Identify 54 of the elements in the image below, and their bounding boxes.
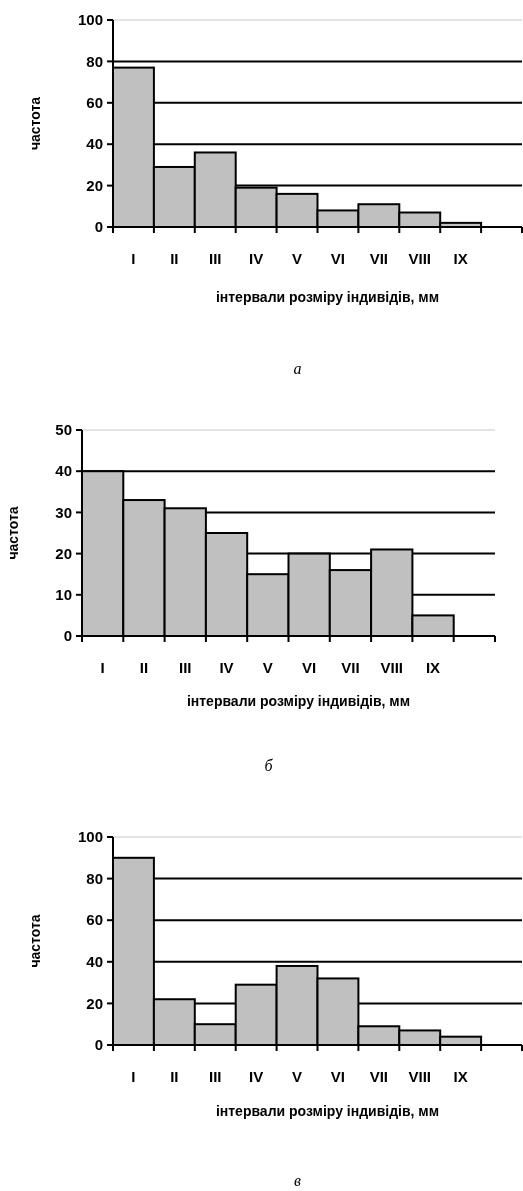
x-tick-label: I — [131, 250, 136, 267]
y-tick-label: 20 — [86, 994, 103, 1012]
x-tick-label: III — [208, 250, 222, 267]
y-tick-label: 0 — [94, 1036, 103, 1054]
x-axis-title: інтервали розміру індивідів, мм — [186, 693, 411, 709]
y-tick-label: 20 — [86, 176, 103, 194]
y-tick-label: 60 — [86, 911, 103, 929]
y-tick-label: 0 — [63, 627, 72, 645]
y-tick-label: 0 — [94, 218, 103, 236]
x-tick-label: VI — [302, 659, 317, 676]
x-tick-label: I — [100, 659, 105, 676]
x-tick-label: VIII — [380, 659, 404, 676]
y-axis-title: частота — [5, 506, 21, 560]
x-tick-label: IV — [249, 1068, 264, 1085]
y-tick-label: 60 — [86, 94, 103, 112]
x-tick-label: V — [292, 250, 303, 267]
y-tick-label: 80 — [86, 869, 103, 887]
y-tick-label: 30 — [55, 503, 72, 521]
x-tick-label: II — [170, 250, 179, 267]
y-tick-label: 50 — [55, 421, 72, 439]
x-tick-label: VI — [330, 250, 346, 267]
x-tick-label: IX — [425, 659, 441, 676]
y-tick-label: 40 — [86, 135, 103, 153]
x-tick-label: VII — [369, 250, 389, 267]
y-tick-label: 40 — [86, 953, 103, 971]
x-tick-label: VI — [330, 1068, 346, 1085]
x-tick-label: VII — [341, 659, 360, 676]
x-tick-label: IV — [219, 659, 234, 676]
y-tick-label: 10 — [55, 586, 72, 604]
x-tick-label: II — [139, 659, 149, 676]
x-tick-label: I — [131, 1068, 136, 1085]
x-tick-label: VIII — [408, 250, 432, 267]
x-tick-label: II — [170, 1068, 179, 1085]
x-tick-label: VIII — [408, 1068, 432, 1085]
text: б — [264, 757, 274, 774]
y-tick-label: 100 — [77, 11, 103, 29]
y-tick-label: 20 — [55, 544, 72, 562]
x-tick-label: III — [208, 1068, 222, 1085]
x-tick-label: III — [178, 659, 192, 676]
x-tick-label: IX — [453, 250, 468, 267]
y-axis-title: частота — [27, 96, 43, 151]
x-tick-label: V — [262, 659, 273, 676]
x-axis-title: інтервали розміру індивідів, мм — [215, 1103, 440, 1119]
x-tick-label: VII — [369, 1068, 389, 1085]
x-tick-label: IX — [453, 1068, 468, 1085]
y-tick-label: 100 — [77, 828, 103, 846]
y-tick-label: 40 — [55, 462, 72, 480]
text: в — [294, 1172, 302, 1189]
x-axis-title: інтервали розміру індивідів, мм — [215, 289, 440, 305]
y-tick-label: 80 — [86, 52, 103, 70]
x-tick-label: V — [292, 1068, 303, 1085]
text: а — [293, 360, 302, 377]
x-tick-label: IV — [249, 250, 264, 267]
y-axis-title: частота — [27, 914, 43, 968]
